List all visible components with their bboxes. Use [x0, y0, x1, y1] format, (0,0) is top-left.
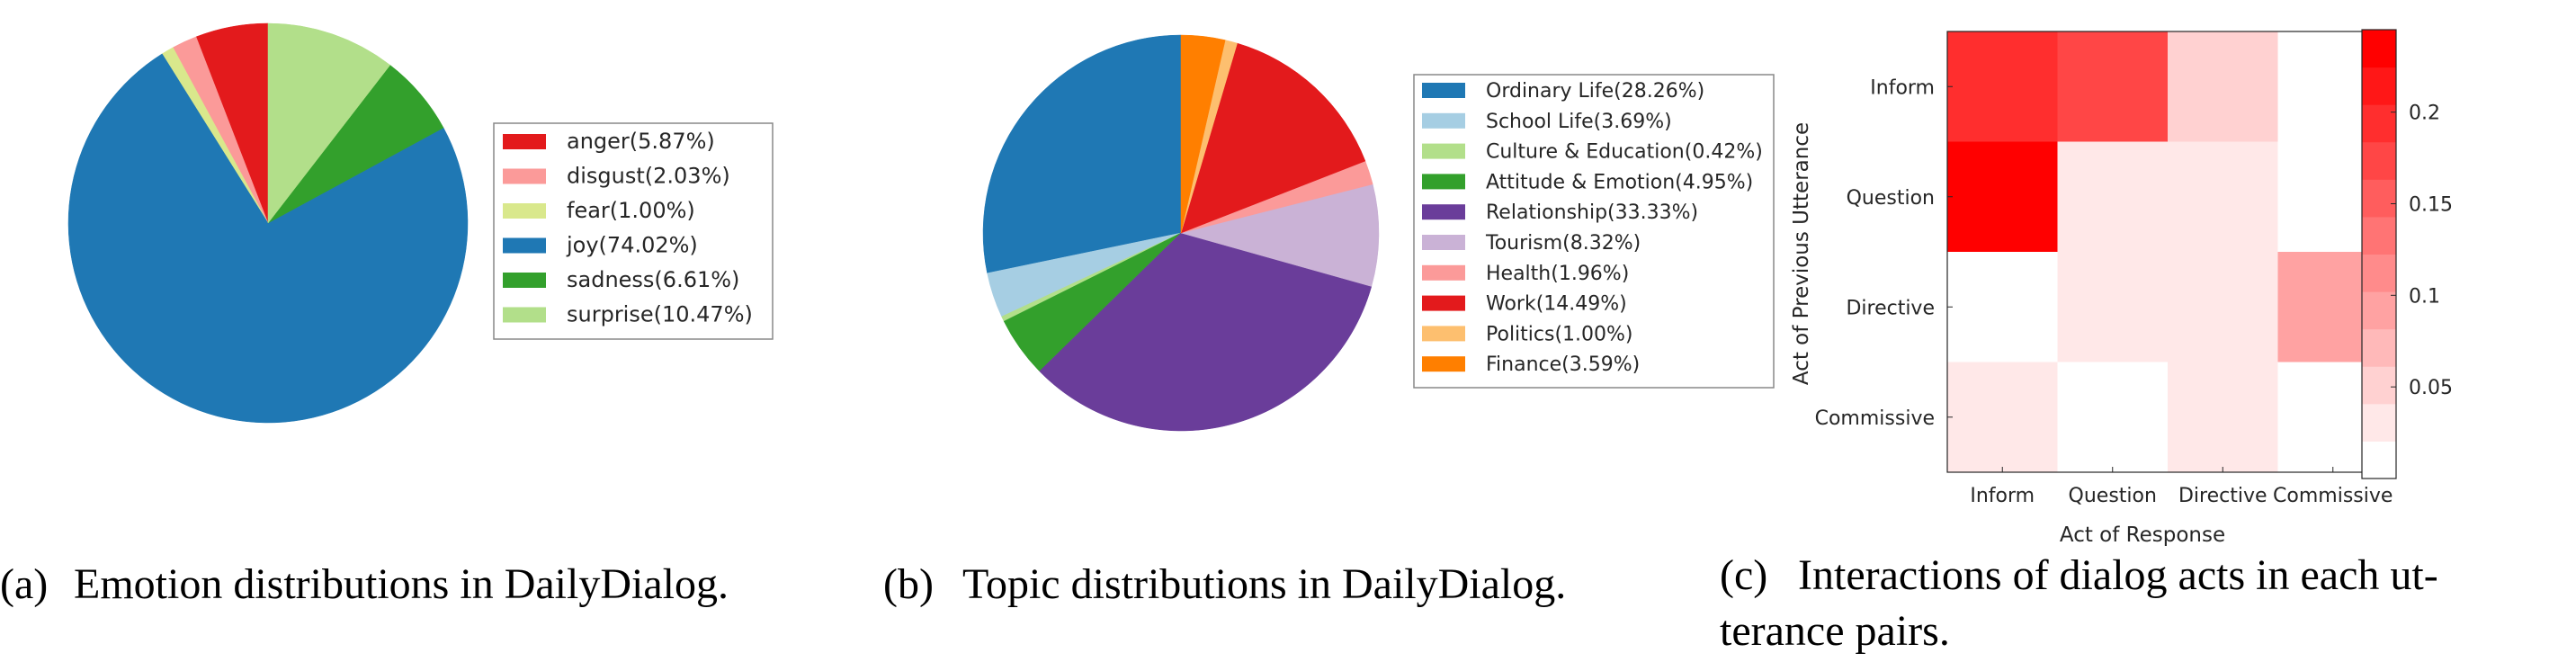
heatmap-y-axis-label: Act of Previous Utterance — [1790, 122, 1813, 385]
emotion-legend-label-disgust: disgust(2.03%) — [567, 164, 730, 189]
colorbar-level — [2362, 366, 2396, 405]
topic-legend-label-school-life: School Life(3.69%) — [1486, 111, 1672, 133]
topic-legend: Ordinary Life(28.26%) School Life(3.69%) C… — [1413, 74, 1775, 389]
topic-legend-label-health: Health(1.96%) — [1486, 263, 1629, 285]
colorbar-level — [2362, 254, 2396, 292]
colorbar-level — [2362, 179, 2396, 218]
caption-b-text: Topic distributions in DailyDialog. — [962, 560, 1566, 608]
emotion-legend: anger(5.87%) disgust(2.03%) fear(1.00%) joy… — [493, 122, 774, 340]
heatmap-x-tick-question: Question — [2069, 485, 2157, 507]
colorbar-frame — [2361, 29, 2397, 479]
colorbar-level — [2362, 216, 2396, 255]
heatmap-x-tick-inform: Inform — [1970, 485, 2035, 507]
caption-a: (a) Emotion distributions in DailyDialog… — [0, 560, 729, 608]
emotion-legend-label-joy: joy(74.02%) — [566, 233, 698, 258]
heatmap-y-tick-commissive: Commissive — [1815, 407, 1935, 430]
colorbar-tick-label: 0.2 — [2409, 103, 2440, 125]
emotion-legend-swatch-joy — [503, 237, 546, 254]
topic-legend-swatch-attitude-emotion — [1422, 174, 1465, 190]
colorbar-tick-label: 0.05 — [2409, 377, 2453, 399]
topic-legend-swatch-tourism — [1422, 235, 1465, 250]
topic-legend-swatch-relationship — [1422, 204, 1465, 220]
heatmap-x-tick-directive: Directive — [2178, 485, 2267, 507]
topic-legend-swatch-politics — [1422, 326, 1465, 342]
emotion-legend-swatch-surprise — [503, 307, 546, 323]
colorbar-level — [2362, 328, 2396, 367]
heatmap-y-tick-question: Question — [1847, 187, 1935, 210]
caption-c-line-2: terance pairs. — [1720, 607, 1950, 655]
topic-legend-swatch-ordinary-life — [1422, 83, 1465, 98]
topic-slice-ordinary-life — [982, 34, 1182, 274]
caption-c: (c) Interactions of dialog acts in each … — [1720, 551, 2438, 655]
topic-legend-label-attitude-emotion: Attitude & Emotion(4.95%) — [1486, 171, 1753, 193]
caption-a-text: Emotion distributions in DailyDialog. — [74, 560, 729, 608]
emotion-slice-joy — [67, 53, 469, 424]
heatmap-x-tick-commissive: Commissive — [2273, 485, 2393, 507]
topic-legend-label-culture-education: Culture & Education(0.42%) — [1486, 141, 1763, 164]
colorbar-level — [2362, 441, 2396, 479]
emotion-pie-chart — [67, 22, 469, 424]
topic-legend-swatch-culture-education — [1422, 143, 1465, 159]
heatmap-cell — [2057, 141, 2169, 253]
heatmap-cell — [2057, 252, 2169, 362]
heatmap-cell — [1947, 252, 2058, 362]
colorbar-level — [2362, 67, 2396, 105]
caption-b-label: (b) — [883, 560, 934, 608]
heatmap-cell — [1947, 141, 2058, 253]
emotion-legend-swatch-anger — [503, 134, 546, 149]
colorbar-tick-label: 0.15 — [2409, 193, 2453, 216]
heatmap-cell — [2057, 31, 2169, 142]
caption-c-line-1: Interactions of dialog acts in each ut- — [1798, 551, 2438, 599]
heatmap-x-axis-label: Act of Response — [2060, 523, 2225, 547]
heatmap-colorbar: 0.05 0.1 0.15 0.2 — [2361, 29, 2453, 479]
heatmap-y-tick-directive: Directive — [1846, 297, 1935, 319]
heatmap-cell — [2168, 362, 2278, 473]
heatmap-cell — [2057, 362, 2169, 473]
topic-slice-work — [1180, 42, 1366, 234]
colorbar-level — [2362, 104, 2396, 143]
heatmap-cell — [2168, 141, 2278, 253]
topic-legend-swatch-school-life — [1422, 112, 1465, 129]
caption-a-label: (a) — [0, 560, 48, 608]
colorbar-tick-label: 0.1 — [2409, 285, 2440, 308]
topic-slice-tourism — [1180, 183, 1380, 287]
topic-legend-label-politics: Politics(1.00%) — [1486, 323, 1633, 345]
topic-legend-swatch-work — [1422, 295, 1465, 311]
emotion-legend-label-surprise: surprise(10.47%) — [567, 302, 753, 327]
colorbar-level — [2362, 403, 2396, 442]
topic-legend-label-ordinary-life: Ordinary Life(28.26%) — [1486, 80, 1704, 103]
emotion-legend-label-anger: anger(5.87%) — [567, 129, 715, 154]
topic-legend-label-relationship: Relationship(33.33%) — [1486, 201, 1698, 224]
topic-legend-swatch-health — [1422, 264, 1465, 281]
colorbar-level — [2362, 141, 2396, 180]
topic-legend-swatch-finance — [1422, 356, 1465, 372]
topic-legend-label-work: Work(14.49%) — [1486, 293, 1627, 316]
topic-legend-label-tourism: Tourism(8.32%) — [1485, 232, 1641, 255]
heatmap-cell — [2168, 252, 2278, 362]
emotion-legend-swatch-sadness — [503, 273, 546, 288]
heatmap-y-tick-inform: Inform — [1870, 76, 1935, 99]
emotion-legend-label-sadness: sadness(6.61%) — [567, 267, 739, 292]
heatmap-cell — [1947, 362, 2058, 473]
caption-b: (b) Topic distributions in DailyDialog. — [883, 560, 1566, 608]
dialog-act-heatmap: Inform Question Directive Commissive Inform Q… — [1815, 31, 2393, 507]
heatmap-cell — [1947, 31, 2058, 142]
emotion-legend-label-fear: fear(1.00%) — [567, 198, 695, 223]
emotion-legend-swatch-fear — [503, 203, 546, 219]
topic-pie-chart — [982, 34, 1380, 432]
colorbar-level — [2362, 291, 2396, 330]
colorbar-level — [2362, 30, 2396, 68]
topic-slice-finance — [1180, 34, 1226, 234]
topic-legend-label-finance: Finance(3.59%) — [1486, 353, 1640, 376]
topic-slice-relationship — [1039, 232, 1373, 432]
caption-c-label: (c) — [1720, 551, 1767, 599]
heatmap-cell — [2168, 31, 2278, 142]
emotion-legend-swatch-disgust — [503, 168, 546, 184]
emotion-slice-surprise — [267, 22, 391, 224]
